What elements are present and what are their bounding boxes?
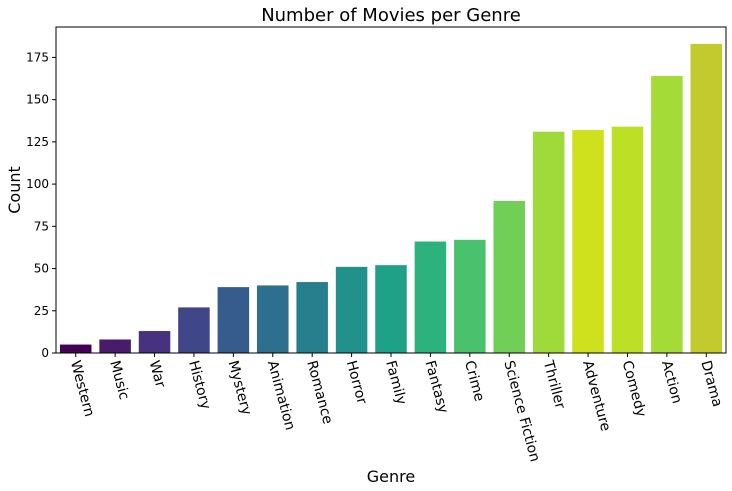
- bar-music: [99, 339, 131, 353]
- x-axis-title: Genre: [367, 467, 415, 486]
- plot-frame: [55, 26, 727, 354]
- x-tick-label: Mystery: [224, 359, 254, 417]
- chart-title: Number of Movies per Genre: [261, 5, 521, 26]
- x-tick-label: Family: [382, 359, 409, 407]
- x-tick-label: Animation: [264, 359, 298, 432]
- bar-action: [651, 75, 683, 353]
- y-tick-label: 75: [34, 219, 49, 233]
- x-tick-label: Science Fiction: [500, 359, 542, 464]
- y-tick-label: 50: [34, 262, 49, 276]
- bar-crime: [454, 239, 486, 353]
- bar-mystery: [217, 287, 250, 353]
- bar-horror: [335, 266, 368, 353]
- y-tick-label: 125: [26, 135, 49, 149]
- x-tick-label: Fantasy: [422, 359, 451, 415]
- x-tick-label: Music: [106, 359, 132, 402]
- x-tick-label: Adventure: [579, 359, 613, 433]
- bar-war: [138, 331, 171, 353]
- y-tick-label: 0: [41, 346, 49, 360]
- x-tick-label: Horror: [343, 359, 370, 406]
- bar-western: [59, 344, 92, 353]
- bar-drama: [690, 43, 723, 353]
- bar-history: [178, 307, 210, 353]
- bar-thriller: [532, 131, 565, 353]
- x-tick-label: Crime: [461, 359, 487, 403]
- bar-romance: [296, 282, 328, 353]
- y-axis-title: Count: [5, 166, 24, 214]
- x-tick-label: War: [146, 359, 169, 390]
- x-tick-label: Romance: [303, 359, 335, 426]
- y-tick-label: 100: [26, 177, 49, 191]
- bar-family: [375, 265, 407, 353]
- y-tick-label: 25: [34, 304, 49, 318]
- y-axis: 0 25 50 75 100 125 150 175: [26, 50, 56, 360]
- bar-animation: [257, 285, 289, 353]
- x-tick-label: Thriller: [540, 358, 569, 411]
- y-tick-label: 150: [26, 93, 49, 107]
- x-tick-label: Drama: [697, 359, 725, 409]
- bar-science-fiction: [493, 200, 525, 353]
- x-tick-label: Western: [67, 359, 97, 419]
- x-tick-label: Action: [658, 359, 685, 406]
- x-tick-label: History: [185, 359, 213, 411]
- bars-group: [59, 43, 723, 354]
- bar-fantasy: [414, 241, 447, 353]
- x-axis: Western Music War History Mystery Animation Ro…: [67, 353, 725, 464]
- y-tick-label: 175: [26, 50, 49, 64]
- bar-comedy: [611, 126, 644, 354]
- x-tick-label: Comedy: [619, 359, 649, 419]
- bar-adventure: [572, 130, 604, 353]
